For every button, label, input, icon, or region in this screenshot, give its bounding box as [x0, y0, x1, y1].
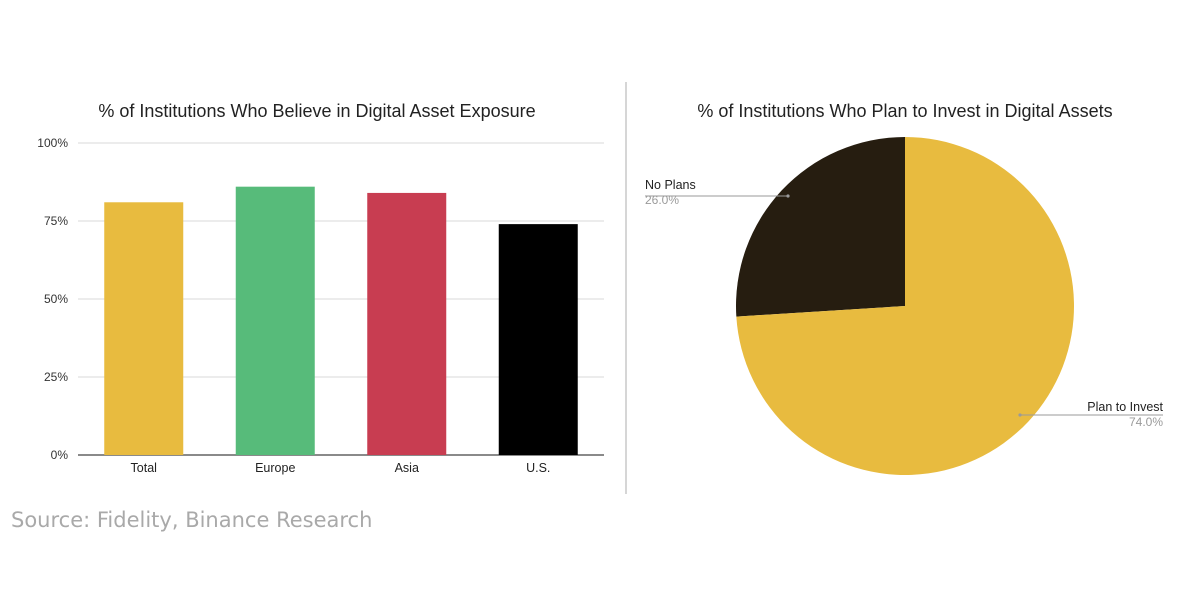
- pie-label-percent: 26.0%: [645, 193, 679, 207]
- source-note: Source: Fidelity, Binance Research: [11, 508, 373, 532]
- bar-chart-title: % of Institutions Who Believe in Digital…: [98, 101, 535, 121]
- bar-europe: [235, 186, 315, 455]
- x-tick-label: Total: [131, 461, 157, 475]
- y-tick-label: 50%: [44, 292, 68, 306]
- bar-us: [498, 224, 578, 455]
- pie-leader-dot: [786, 194, 790, 198]
- pie-slice-no-plans: [736, 136, 905, 317]
- pie-label-name: No Plans: [645, 178, 696, 192]
- pie-slice-plan-to-invest: [736, 137, 1074, 475]
- bar-asia: [367, 192, 447, 456]
- pie-label-name: Plan to Invest: [1087, 400, 1163, 414]
- y-tick-label: 0%: [51, 448, 69, 462]
- bar-chart: % of Institutions Who Believe in Digital…: [37, 101, 604, 475]
- y-tick-label: 100%: [37, 136, 68, 150]
- y-tick-label: 25%: [44, 370, 68, 384]
- y-tick-label: 75%: [44, 214, 68, 228]
- bar-x-axis: Total Europe Asia U.S.: [131, 461, 551, 475]
- x-tick-label: U.S.: [526, 461, 550, 475]
- x-tick-label: Asia: [395, 461, 419, 475]
- pie-chart-title: % of Institutions Who Plan to Invest in …: [697, 101, 1112, 121]
- pie-slices: [736, 136, 1074, 475]
- pie-leader-dot: [1018, 413, 1022, 417]
- pie-chart: % of Institutions Who Plan to Invest in …: [645, 101, 1164, 475]
- bar-series: [104, 186, 578, 456]
- bar-total: [104, 202, 184, 455]
- bar-y-axis: 0% 25% 50% 75% 100%: [37, 136, 68, 462]
- pie-label-percent: 74.0%: [1129, 415, 1163, 429]
- x-tick-label: Europe: [255, 461, 295, 475]
